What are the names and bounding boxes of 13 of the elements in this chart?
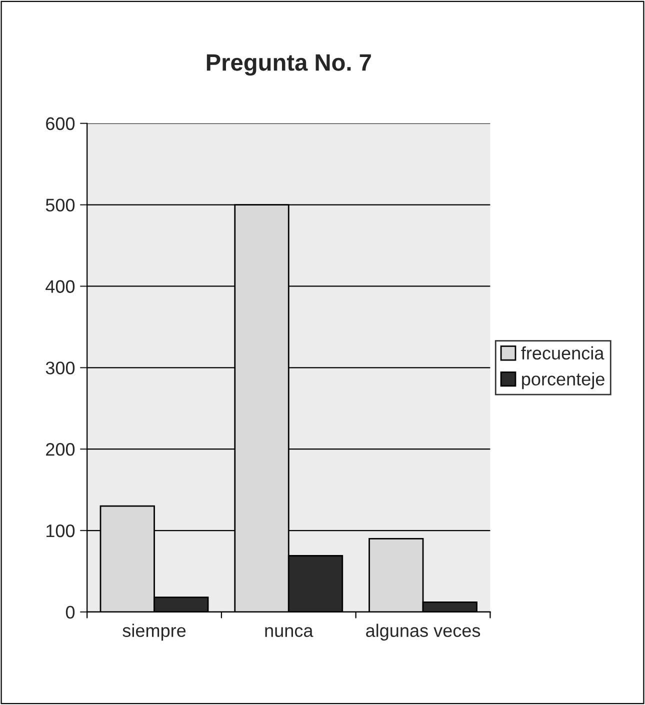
y-tick-label: 300: [46, 362, 75, 374]
y-tick-label: 100: [46, 524, 75, 538]
y-tick-label: 200: [46, 443, 75, 456]
y-tick-label: 0: [66, 606, 75, 619]
x-tick-label: siempre: [122, 624, 186, 641]
legend-label: porcenteje: [522, 372, 604, 390]
y-tick-label: 500: [46, 198, 75, 212]
x-tick-label: nunca: [265, 627, 314, 638]
x-tick-label: algunas veces: [366, 624, 480, 641]
y-tick-label: 600: [46, 117, 75, 130]
legend-label: frecuencia: [521, 346, 604, 360]
chart-title: Pregunta No. 7: [206, 54, 371, 76]
y-tick-label: 400: [46, 280, 75, 293]
